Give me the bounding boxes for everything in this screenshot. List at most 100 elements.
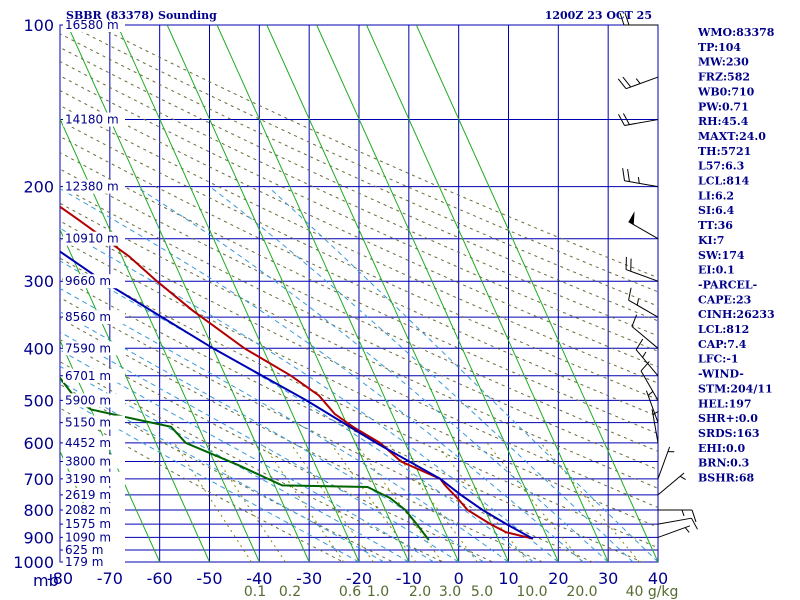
sounding-index: SW:174 <box>698 249 745 262</box>
chart-time-label: 1200Z 23 OCT 25 <box>545 9 652 22</box>
moist-adiabat-line <box>60 188 584 562</box>
sounding-index: L57:6.3 <box>698 160 744 173</box>
wind-barb-staff <box>657 517 692 525</box>
height-label-bg <box>63 393 125 408</box>
chart-title: SBBR (83378) Sounding <box>66 9 217 22</box>
sounding-index: CINH:26233 <box>698 308 775 321</box>
mixing-ratio-line <box>355 442 443 562</box>
wind-barb-flag <box>635 338 644 350</box>
wind-barb-staff <box>625 269 659 282</box>
mixing-ratio-line <box>330 442 417 562</box>
dry-adiabat-line <box>60 168 658 452</box>
height-label-bg <box>63 179 125 194</box>
wind-barb-flag <box>640 361 650 372</box>
sounding-index: CAPE:23 <box>698 293 751 306</box>
isotherm-line <box>116 25 360 562</box>
pressure-tick-label: 400 <box>23 339 54 358</box>
moist-adiabat-line <box>209 186 634 562</box>
pressure-tick-label: 100 <box>23 16 54 35</box>
moist-adiabat-line <box>267 186 658 562</box>
moist-adiabat-line <box>60 394 360 562</box>
sounding-index: LCL:814 <box>698 175 750 188</box>
mixing-ratio-label: 0.1 <box>244 584 266 600</box>
height-label: 1090 m <box>65 530 111 544</box>
pressure-tick-label: 700 <box>23 470 54 489</box>
height-label-bg <box>63 555 125 569</box>
isotherm-line <box>60 228 210 562</box>
wind-barb-flag <box>617 78 627 89</box>
wind-barb-flag <box>618 114 625 126</box>
isotherm-line <box>316 25 559 562</box>
temperature-tick-label: -80 <box>47 569 73 588</box>
dry-adiabat-line <box>60 383 395 562</box>
wind-barb-staff <box>640 370 659 401</box>
wind-barb <box>657 472 686 496</box>
height-label: 3800 m <box>65 455 111 469</box>
height-label-bg <box>63 530 125 545</box>
wind-barb-half-flag <box>647 391 654 396</box>
wind-barb <box>622 168 659 188</box>
height-label: 2082 m <box>65 503 111 517</box>
height-label: 12380 m <box>65 180 119 194</box>
temperature-tick-label: -40 <box>246 569 272 588</box>
pressure-tick-label: 900 <box>23 528 54 547</box>
height-label-bg <box>63 454 125 469</box>
wind-barb <box>657 446 675 479</box>
sounding-index: LI:6.2 <box>698 189 734 202</box>
height-label: 14180 m <box>65 113 119 127</box>
height-label: 1575 m <box>65 517 111 531</box>
temperature-tick-label: -60 <box>147 569 173 588</box>
dry-adiabat-line <box>60 60 658 337</box>
moist-adiabat-line <box>60 287 509 562</box>
sounding-index: WB0:710 <box>697 85 755 98</box>
height-label-bg <box>63 368 125 383</box>
wind-barb-staff <box>624 180 659 188</box>
sounding-index: -WIND- <box>698 368 744 381</box>
height-label: 10910 m <box>65 232 119 246</box>
wind-barb-staff <box>628 221 659 240</box>
mixing-ratio-label: 3.0 <box>439 584 461 600</box>
wind-barb <box>631 314 659 349</box>
moist-adiabat-line <box>60 227 559 562</box>
moist-adiabat-line <box>60 311 484 562</box>
isotherm-line <box>166 25 410 562</box>
series-line-temperature <box>60 205 534 540</box>
height-label: 6701 m <box>65 369 111 383</box>
height-label-bg <box>63 543 125 558</box>
wind-barb-staff <box>651 409 659 443</box>
wind-barb <box>617 76 659 90</box>
wind-barb <box>658 509 697 523</box>
wind-barb-half-flag <box>635 78 641 84</box>
wind-barb-pennant <box>628 211 635 225</box>
height-label-bg <box>63 18 125 32</box>
wind-barb-staff <box>635 349 659 377</box>
height-label: 3190 m <box>65 472 111 486</box>
moist-adiabat-line <box>135 186 609 562</box>
wind-barb-staff <box>625 76 659 90</box>
wind-barb <box>628 287 659 318</box>
sounding-index: STM:204/11 <box>698 382 773 395</box>
mixing-ratio-label: 0.6 <box>339 584 361 600</box>
sounding-index: EI:0.1 <box>698 264 735 277</box>
wind-barb-staff <box>657 472 685 496</box>
sounding-index: MW:230 <box>698 56 749 69</box>
sounding-index: BRN:0.3 <box>698 457 749 470</box>
height-label-bg <box>63 231 125 246</box>
wind-barb-flag <box>691 517 698 530</box>
dry-adiabat-line <box>68 25 658 293</box>
mixing-ratio-line <box>173 442 252 562</box>
moist-adiabat-line <box>60 365 410 562</box>
wind-barb-flag <box>619 12 625 26</box>
isotherm-line <box>60 117 260 562</box>
sounding-index: -PARCEL- <box>698 278 757 291</box>
mixing-ratio-label: 2.0 <box>409 584 431 600</box>
sounding-index: MAXT:24.0 <box>698 130 766 143</box>
moist-adiabat-line <box>60 380 385 562</box>
height-label-bg <box>63 274 125 289</box>
sounding-index: LFC:-1 <box>698 353 739 366</box>
wind-barb-flag <box>627 169 630 182</box>
height-label-bg <box>63 415 125 430</box>
sounding-index: SRDS:163 <box>698 427 760 440</box>
wind-barb-staff <box>624 119 659 126</box>
